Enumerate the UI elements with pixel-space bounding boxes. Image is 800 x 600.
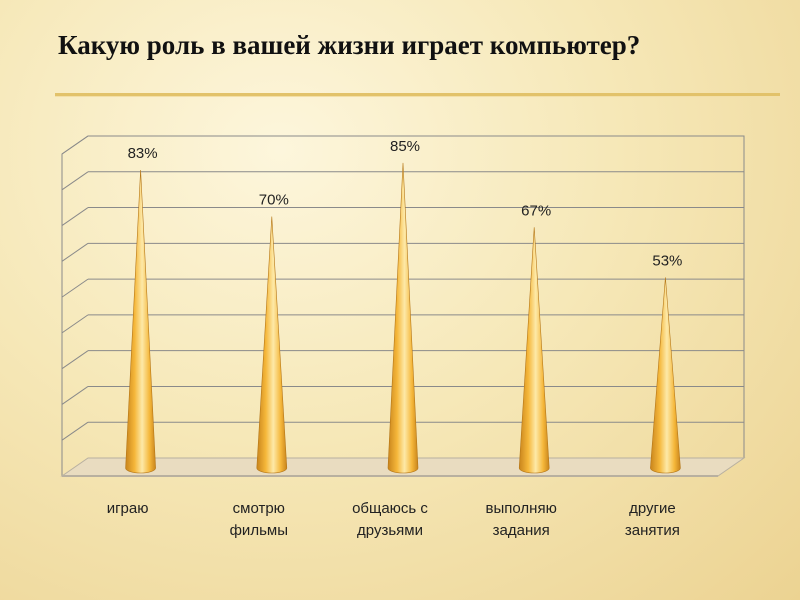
category-label: играю (107, 500, 149, 517)
gridline-side (61, 350, 89, 370)
gridline-side (61, 421, 89, 441)
category-label: общаюсь с (352, 500, 428, 517)
category-label: фильмы (230, 522, 288, 539)
data-label: 83% (128, 145, 158, 162)
gridline-side (61, 242, 89, 262)
gridline-side (61, 207, 89, 226)
gridlines (61, 135, 744, 441)
category-label: занятия (625, 522, 680, 539)
data-label: 67% (521, 202, 551, 219)
category-label: выполняю (486, 500, 557, 517)
category-label: другие (629, 500, 676, 517)
cones (125, 162, 681, 474)
chart-title: Какую роль в вашей жизни играет компьюте… (58, 30, 641, 60)
category-label: друзьями (357, 522, 423, 539)
gridline-side (61, 135, 89, 155)
title-divider (55, 93, 780, 96)
cone-bar (650, 277, 681, 474)
gridline-side (61, 386, 89, 405)
gridline-side (61, 278, 89, 298)
category-labels: играю смотрю фильмы общаюсь с друзьями выполн… (107, 500, 680, 539)
cone-bar (125, 170, 156, 474)
cone-bar (387, 162, 419, 474)
cone-bar (518, 227, 550, 474)
gridline-side (61, 171, 89, 191)
data-label: 85% (390, 138, 420, 155)
data-labels: 83% 70% 85% 67% 53% (128, 138, 683, 269)
cone-bar (256, 216, 288, 474)
category-label: задания (493, 522, 550, 539)
gridline-side (61, 314, 89, 334)
data-label: 53% (652, 252, 682, 269)
data-label: 70% (259, 192, 289, 209)
title-divider-shadow (55, 96, 780, 97)
category-label: смотрю (233, 500, 285, 517)
